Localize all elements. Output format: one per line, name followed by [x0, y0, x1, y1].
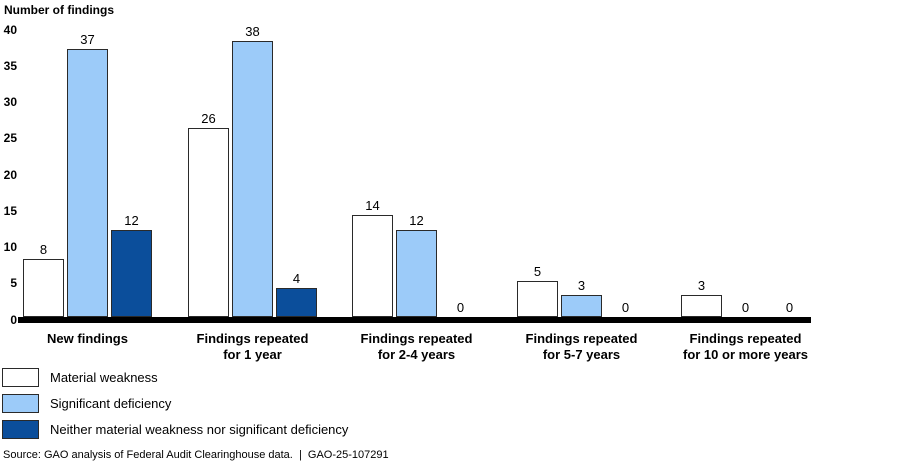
y-tick-label: 10	[3, 240, 17, 254]
bar-value-label: 38	[245, 24, 260, 39]
bar-value-label: 0	[741, 300, 750, 315]
bar-value-label: 12	[409, 213, 424, 228]
y-tick-label: 35	[3, 58, 17, 73]
bar	[352, 215, 393, 317]
category-label: Findings repeated for 10 or more years	[682, 331, 808, 362]
category-label: Findings repeated for 5-7 years	[525, 331, 638, 362]
legend-swatch	[2, 368, 39, 387]
bar-value-label: 14	[365, 198, 380, 213]
bar-value-label: 37	[80, 32, 95, 47]
y-tick-label: 15	[3, 203, 17, 218]
bar	[276, 288, 317, 317]
legend-label: Significant deficiency	[50, 396, 172, 411]
bar	[188, 128, 229, 317]
bar	[396, 230, 437, 317]
y-tick-label: 25	[3, 131, 17, 146]
bar	[517, 281, 558, 317]
legend-label: Neither material weakness nor significan…	[50, 422, 349, 437]
y-tick-label: 40	[3, 22, 17, 37]
legend-swatch	[2, 420, 39, 439]
bar-value-label: 12	[124, 213, 139, 228]
category-label: Findings repeated for 1 year	[196, 331, 309, 362]
bar-value-label: 0	[456, 300, 465, 315]
bar-value-label: 0	[785, 300, 794, 315]
bar	[111, 230, 152, 317]
bar	[681, 295, 722, 317]
bar	[232, 41, 273, 317]
bar	[23, 259, 64, 317]
y-tick-label: 5	[10, 276, 17, 291]
y-tick-label: 0	[10, 312, 17, 327]
bar	[561, 295, 602, 317]
bar	[67, 49, 108, 317]
bar-value-label: 0	[621, 300, 630, 315]
chart-title: Number of findings	[4, 3, 114, 17]
category-label: Findings repeated for 2-4 years	[360, 331, 473, 362]
bar-value-label: 4	[292, 271, 301, 286]
bar-value-label: 8	[39, 242, 48, 257]
legend-swatch	[2, 394, 39, 413]
bar-value-label: 5	[533, 264, 542, 279]
source-note: Source: GAO analysis of Federal Audit Cl…	[3, 449, 389, 461]
bar-value-label: 26	[201, 111, 216, 126]
bar-value-label: 3	[697, 278, 706, 293]
legend-label: Material weakness	[50, 370, 158, 385]
y-tick-label: 30	[3, 95, 17, 109]
y-tick-label: 20	[3, 167, 17, 182]
category-label: New findings	[47, 331, 128, 346]
x-axis-baseline	[18, 317, 811, 323]
bar-value-label: 3	[577, 278, 586, 293]
